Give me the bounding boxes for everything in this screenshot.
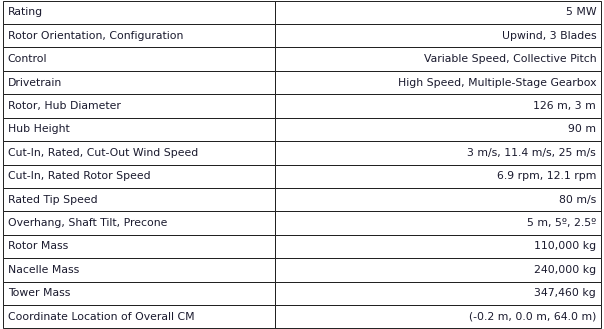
Bar: [3, 258, 275, 282]
Text: High Speed, Multiple-Stage Gearbox: High Speed, Multiple-Stage Gearbox: [397, 78, 596, 88]
Text: Cut-In, Rated, Cut-Out Wind Speed: Cut-In, Rated, Cut-Out Wind Speed: [8, 148, 198, 158]
Text: Hub Height: Hub Height: [8, 124, 69, 134]
Bar: [275, 1, 601, 24]
Bar: [275, 211, 601, 235]
Text: 6.9 rpm, 12.1 rpm: 6.9 rpm, 12.1 rpm: [496, 171, 596, 181]
Text: 347,460 kg: 347,460 kg: [535, 288, 596, 298]
Bar: [275, 258, 601, 282]
Text: Cut-In, Rated Rotor Speed: Cut-In, Rated Rotor Speed: [8, 171, 150, 181]
Text: Control: Control: [8, 54, 47, 64]
Text: Rotor Mass: Rotor Mass: [8, 241, 68, 251]
Text: Variable Speed, Collective Pitch: Variable Speed, Collective Pitch: [423, 54, 596, 64]
Bar: [3, 24, 275, 47]
Bar: [275, 47, 601, 71]
Bar: [3, 235, 275, 258]
Bar: [3, 211, 275, 235]
Bar: [3, 305, 275, 328]
Bar: [3, 94, 275, 118]
Text: Coordinate Location of Overall CM: Coordinate Location of Overall CM: [8, 312, 194, 322]
Bar: [275, 188, 601, 211]
Text: Nacelle Mass: Nacelle Mass: [8, 265, 79, 275]
Text: 90 m: 90 m: [568, 124, 596, 134]
Text: Rating: Rating: [8, 7, 43, 17]
Text: Rotor Orientation, Configuration: Rotor Orientation, Configuration: [8, 31, 183, 41]
Text: (-0.2 m, 0.0 m, 64.0 m): (-0.2 m, 0.0 m, 64.0 m): [469, 312, 596, 322]
Text: Drivetrain: Drivetrain: [8, 78, 62, 88]
Text: 110,000 kg: 110,000 kg: [534, 241, 596, 251]
Bar: [275, 94, 601, 118]
Text: 126 m, 3 m: 126 m, 3 m: [533, 101, 596, 111]
Text: 5 m, 5º, 2.5º: 5 m, 5º, 2.5º: [527, 218, 596, 228]
Bar: [3, 164, 275, 188]
Bar: [275, 235, 601, 258]
Text: 3 m/s, 11.4 m/s, 25 m/s: 3 m/s, 11.4 m/s, 25 m/s: [467, 148, 596, 158]
Bar: [3, 71, 275, 94]
Text: 80 m/s: 80 m/s: [559, 195, 596, 205]
Bar: [3, 188, 275, 211]
Text: 5 MW: 5 MW: [565, 7, 596, 17]
Bar: [3, 141, 275, 164]
Bar: [3, 282, 275, 305]
Text: Upwind, 3 Blades: Upwind, 3 Blades: [501, 31, 596, 41]
Bar: [3, 1, 275, 24]
Bar: [275, 282, 601, 305]
Bar: [3, 118, 275, 141]
Bar: [3, 47, 275, 71]
Bar: [275, 164, 601, 188]
Text: Overhang, Shaft Tilt, Precone: Overhang, Shaft Tilt, Precone: [8, 218, 167, 228]
Text: Rotor, Hub Diameter: Rotor, Hub Diameter: [8, 101, 121, 111]
Bar: [275, 118, 601, 141]
Bar: [275, 71, 601, 94]
Text: Tower Mass: Tower Mass: [8, 288, 70, 298]
Bar: [275, 305, 601, 328]
Bar: [275, 24, 601, 47]
Text: 240,000 kg: 240,000 kg: [534, 265, 596, 275]
Text: Rated Tip Speed: Rated Tip Speed: [8, 195, 97, 205]
Bar: [275, 141, 601, 164]
